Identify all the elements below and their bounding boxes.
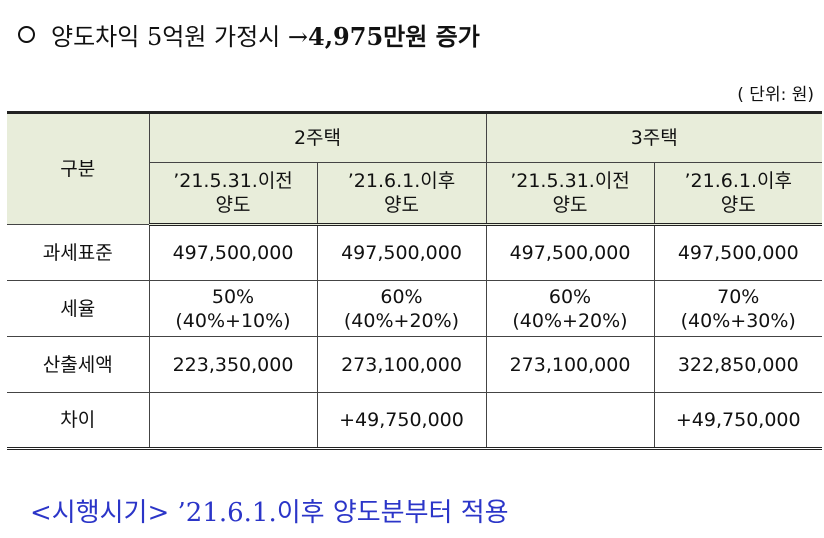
subheader-after: ’21.6.1.이후 양도 <box>653 162 822 226</box>
table-cell: 273,100,000 <box>485 336 655 393</box>
table-cell: 70% (40%+30%) <box>653 280 822 337</box>
header-3house: 3주택 <box>485 112 822 163</box>
heading-highlight: 4,975만원 증가 <box>308 21 480 51</box>
tax-comparison-table: 구분 2주택 3주택 ’21.5.31.이전 양도 ’21.6.1.이후 양도 ’2… <box>7 111 822 450</box>
table-cell <box>148 392 318 449</box>
subheader-after: ’21.6.1.이후 양도 <box>316 162 487 226</box>
table-cell <box>485 392 655 449</box>
table-cell: 497,500,000 <box>653 224 822 281</box>
subheader-before: ’21.5.31.이전 양도 <box>485 162 655 226</box>
row-label: 산출세액 <box>7 336 150 393</box>
row-label: 세율 <box>7 280 150 337</box>
table-cell: +49,750,000 <box>316 392 487 449</box>
table-cell: +49,750,000 <box>653 392 822 449</box>
effective-date-note: <시행시기> ’21.6.1.이후 양도분부터 적용 <box>30 498 509 528</box>
table-cell: 497,500,000 <box>485 224 655 281</box>
row-label: 과세표준 <box>7 224 150 281</box>
header-2house: 2주택 <box>148 112 487 163</box>
table-cell: 322,850,000 <box>653 336 822 393</box>
table-row: 차이 +49,750,000 +49,750,000 <box>7 392 822 449</box>
heading-text: 양도차익 5억원 가정시 → <box>51 22 308 51</box>
row-label: 차이 <box>7 392 150 449</box>
table-subheader-row: ’21.5.31.이전 양도 ’21.6.1.이후 양도 ’21.5.31.이전 양도… <box>7 162 822 226</box>
table-cell: 497,500,000 <box>148 224 318 281</box>
table-cell: 60% (40%+20%) <box>316 280 487 337</box>
circle-icon <box>18 25 35 43</box>
header-category: 구분 <box>7 112 150 225</box>
table-row: 산출세액 223,350,000 273,100,000 273,100,000… <box>7 336 822 393</box>
table-cell: 273,100,000 <box>316 336 487 393</box>
table-header-row: 구분 2주택 3주택 <box>7 112 822 225</box>
table-cell: 50% (40%+10%) <box>148 280 318 337</box>
table-row: 과세표준 497,500,000 497,500,000 497,500,000… <box>7 224 822 281</box>
subheader-before: ’21.5.31.이전 양도 <box>149 162 318 226</box>
unit-note: ( 단위: 원) <box>737 85 814 105</box>
table-row: 세율 50% (40%+10%) 60% (40%+20%) 60% (40%+20%… <box>7 280 822 337</box>
table-cell: 60% (40%+20%) <box>485 280 655 337</box>
table-cell: 223,350,000 <box>148 336 318 393</box>
section-heading: 양도차익 5억원 가정시 → 4,975만원 증가 <box>18 14 480 54</box>
table-cell: 497,500,000 <box>316 224 487 281</box>
